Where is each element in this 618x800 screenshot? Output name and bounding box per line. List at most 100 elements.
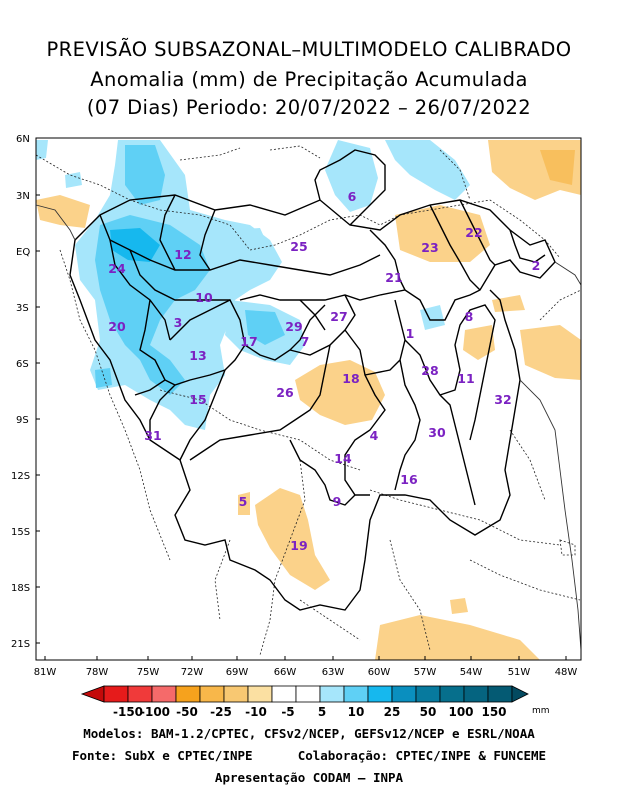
footer-source: Fonte: SubX e CPTEC/INPE Colaboração: CP… xyxy=(71,748,547,763)
title-line-2: Anomalia (mm) de Precipitação Acumulada xyxy=(90,68,528,91)
basin-label: 27 xyxy=(330,309,347,324)
colorbar-min-arrow xyxy=(80,685,105,703)
lat-label: 21S xyxy=(11,639,30,650)
colorbar-tick: 10 xyxy=(348,705,365,719)
lon-label: 63W xyxy=(322,667,345,678)
basin-label: 9 xyxy=(333,494,342,509)
latitude-labels: 6N 3N EQ 3S 6S 9S 12S 15S 18S 21S xyxy=(11,134,30,650)
lat-label: 18S xyxy=(11,583,30,594)
basin-label: 17 xyxy=(240,334,257,349)
colorbar: -150 -100 -50 -25 -10 -5 5 10 25 50 100 … xyxy=(80,685,550,719)
coastline xyxy=(35,204,582,651)
basin-label: 14 xyxy=(334,451,352,466)
title-line-3: (07 Dias) Periodo: 20/07/2022 – 26/07/20… xyxy=(86,96,532,119)
footer-models: Modelos: BAM-1.2/CPTEC, CFSv2/NCEP, GEFS… xyxy=(83,726,535,741)
basin-label: 25 xyxy=(290,239,307,254)
colorbar-tick: -25 xyxy=(210,705,232,719)
colorbar-tick: -100 xyxy=(140,705,170,719)
basin-label: 1 xyxy=(406,326,415,341)
colorbar-swatch xyxy=(487,685,513,703)
axis-ticks xyxy=(36,137,567,660)
lon-label: 72W xyxy=(181,667,204,678)
colorbar-tick: 5 xyxy=(318,705,326,719)
basin-label: 2 xyxy=(532,258,541,273)
colorbar-swatch xyxy=(319,685,345,703)
colorbar-swatch xyxy=(463,685,489,703)
colorbar-tick: -50 xyxy=(176,705,198,719)
basin-label: 20 xyxy=(108,319,126,334)
colorbar-tick: 100 xyxy=(448,705,473,719)
basin-label: 23 xyxy=(421,240,438,255)
longitude-labels: 81W 78W 75W 72W 69W 66W 63W 60W 57W 54W … xyxy=(34,667,578,678)
basin-label: 5 xyxy=(239,494,248,509)
colorbar-swatch xyxy=(199,685,225,703)
footer-presentation: Apresentação CODAM – INPA xyxy=(214,770,404,785)
colorbar-unit: mm xyxy=(532,706,550,716)
basin-label: 28 xyxy=(421,363,438,378)
colorbar-tick: -5 xyxy=(281,705,294,719)
basin-label: 31 xyxy=(144,428,161,443)
colorbar-swatch xyxy=(127,685,153,703)
colorbar-tick: -150 xyxy=(113,705,143,719)
basin-label: 4 xyxy=(370,428,379,443)
basin-label: 24 xyxy=(108,261,126,276)
colorbar-tick: 25 xyxy=(384,705,401,719)
colorbar-swatch xyxy=(343,685,369,703)
basin-labels: 1 2 3 4 5 6 7 8 9 10 11 12 13 14 15 16 1… xyxy=(108,189,540,553)
basin-label: 16 xyxy=(400,472,418,487)
lat-label: 15S xyxy=(11,527,30,538)
political-borders xyxy=(35,145,582,656)
basin-label: 29 xyxy=(285,319,302,334)
basin-label: 13 xyxy=(189,348,206,363)
lon-label: 81W xyxy=(34,667,57,678)
colorbar-swatch xyxy=(391,685,417,703)
lat-label: 12S xyxy=(11,471,30,482)
lon-label: 78W xyxy=(86,667,109,678)
colorbar-swatch xyxy=(247,685,273,703)
colorbar-swatch xyxy=(223,685,249,703)
lat-label: 6N xyxy=(16,134,30,145)
basin-label: 19 xyxy=(290,538,307,553)
basin-label: 21 xyxy=(385,270,402,285)
lon-label: 54W xyxy=(460,667,483,678)
colorbar-tick: 50 xyxy=(420,705,437,719)
basin-label: 30 xyxy=(428,425,446,440)
map-frame xyxy=(35,137,582,661)
basin-label: 11 xyxy=(457,371,474,386)
anomaly-shading xyxy=(36,140,581,660)
colorbar-swatch xyxy=(151,685,177,703)
basin-label: 10 xyxy=(195,290,213,305)
lon-label: 48W xyxy=(555,667,578,678)
basin-label: 3 xyxy=(174,315,183,330)
colorbar-max-arrow xyxy=(511,685,529,703)
basin-label: 15 xyxy=(189,392,206,407)
lat-label: 3S xyxy=(16,303,29,314)
title-line-1: PREVISÃO SUBSAZONAL–MULTIMODELO CALIBRAD… xyxy=(46,38,572,61)
lon-label: 69W xyxy=(226,667,249,678)
lon-label: 66W xyxy=(274,667,297,678)
lat-label: EQ xyxy=(16,247,30,258)
colorbar-swatch xyxy=(367,685,393,703)
basin-boundaries xyxy=(69,149,556,611)
basin-label: 32 xyxy=(494,392,511,407)
basin-label: 18 xyxy=(342,371,359,386)
lon-label: 51W xyxy=(508,667,531,678)
colorbar-swatch xyxy=(271,685,297,703)
basin-label: 7 xyxy=(301,334,310,349)
basin-label: 26 xyxy=(276,385,294,400)
colorbar-swatch xyxy=(103,685,129,703)
colorbar-tick: 150 xyxy=(481,705,506,719)
lat-label: 3N xyxy=(16,191,30,202)
lon-label: 57W xyxy=(414,667,437,678)
colorbar-swatch xyxy=(415,685,441,703)
colorbar-swatch xyxy=(175,685,201,703)
lon-label: 60W xyxy=(368,667,391,678)
basin-label: 6 xyxy=(348,189,357,204)
basin-label: 22 xyxy=(465,225,482,240)
lon-label: 75W xyxy=(137,667,160,678)
basin-label: 12 xyxy=(174,247,191,262)
colorbar-swatch xyxy=(295,685,321,703)
colorbar-tick: -10 xyxy=(245,705,267,719)
colorbar-swatch xyxy=(439,685,465,703)
